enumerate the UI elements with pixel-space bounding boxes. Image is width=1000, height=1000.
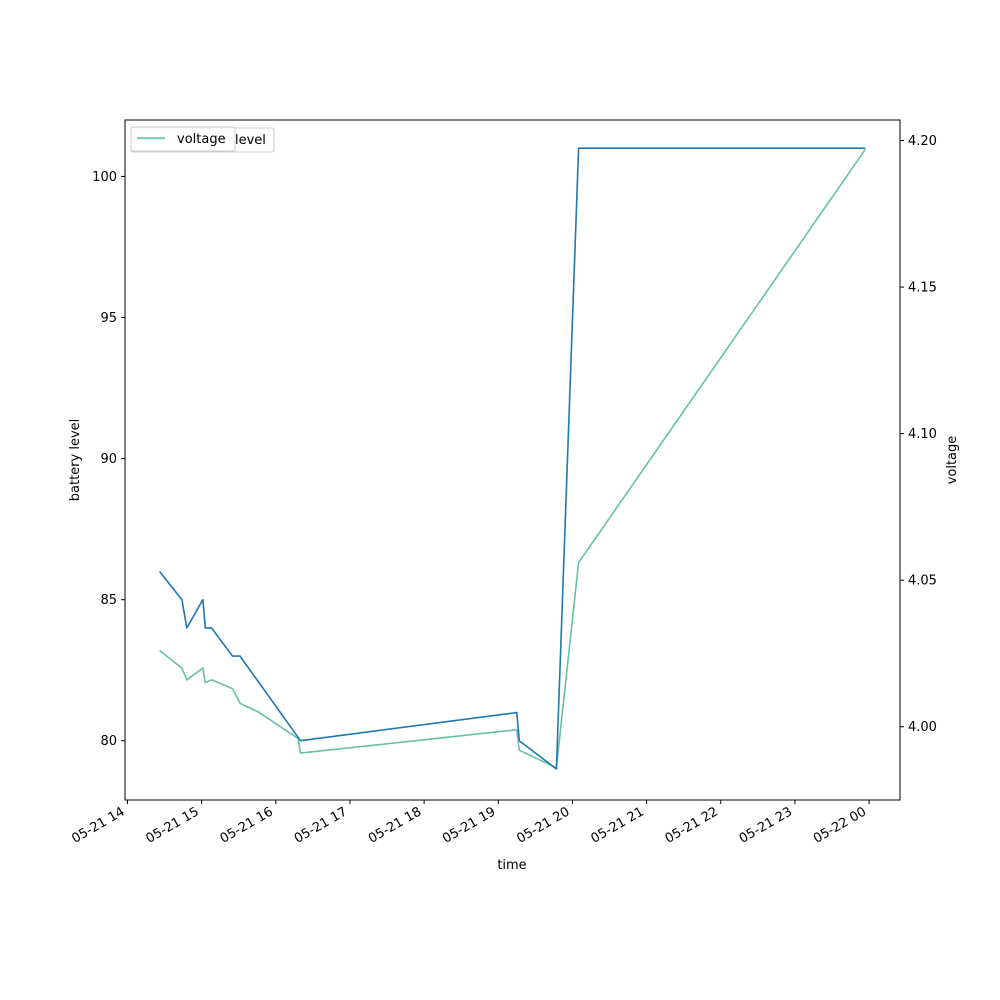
x-axis-label: time <box>497 858 526 873</box>
series-layer <box>158 147 867 770</box>
y-left-tick-label: 80 <box>100 734 117 749</box>
y-left-tick-label: 95 <box>100 311 117 326</box>
x-tick-label: 05-21 19 <box>440 804 498 846</box>
x-tick-label: 05-21 21 <box>588 804 646 846</box>
x-axis: 05-21 14 05-21 15 05-21 16 05-21 17 05-21 18… <box>69 800 870 847</box>
y-left-tick-label: 85 <box>100 593 117 608</box>
y-right-tick-label: 4.00 <box>908 720 937 735</box>
series-line-level <box>158 147 866 770</box>
x-tick-label: 05-21 20 <box>514 804 572 846</box>
x-tick-label: 05-21 15 <box>144 804 202 846</box>
plot-frame <box>124 119 901 801</box>
x-tick-label: 05-21 22 <box>663 804 721 846</box>
y-right-tick-label: 4.10 <box>908 427 937 442</box>
x-tick-label: 05-22 00 <box>811 804 869 846</box>
y-left-tick-label: 100 <box>92 170 117 185</box>
x-tick-label: 05-21 14 <box>69 804 127 846</box>
y-axis-right-label: voltage <box>945 436 960 485</box>
y-left-tick-label: 90 <box>100 452 117 467</box>
x-tick-label: 05-21 18 <box>366 804 424 846</box>
x-tick-label: 05-21 16 <box>218 804 276 846</box>
legend-voltage-box <box>130 126 236 152</box>
y-axis-left-label: battery level <box>68 419 83 502</box>
y-axis-right: 4.00 4.05 4.10 4.15 4.20 <box>900 134 937 735</box>
y-axis-left: 80 85 90 95 100 <box>92 170 125 749</box>
legend-voltage: voltage <box>130 126 236 152</box>
x-tick-label: 05-21 23 <box>737 804 795 846</box>
x-tick-label: 05-21 17 <box>292 804 350 846</box>
legend-voltage-label: voltage <box>177 132 226 147</box>
y-right-tick-label: 4.20 <box>908 134 937 149</box>
y-right-tick-label: 4.15 <box>908 281 937 296</box>
legend-level-label: level <box>235 133 266 148</box>
series-line-voltage <box>159 148 867 769</box>
y-right-tick-label: 4.05 <box>908 574 937 589</box>
